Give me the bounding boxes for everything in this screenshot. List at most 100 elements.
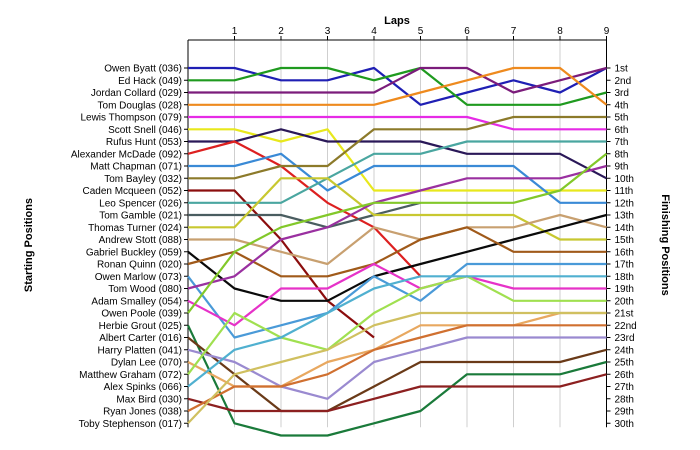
starting-position-label: Alex Spinks (066) <box>104 382 182 393</box>
finishing-position-label: 15th <box>615 235 634 246</box>
series-line <box>188 213 607 266</box>
series-line <box>187 336 607 400</box>
series-line <box>187 275 607 388</box>
x-tick-label: 8 <box>557 26 563 37</box>
finishing-position-label: 7th <box>615 137 629 148</box>
finishing-position-label: 29th <box>615 407 634 418</box>
series-line <box>187 226 607 278</box>
series-line <box>187 262 607 327</box>
finishing-position-label: 10th <box>615 174 634 185</box>
starting-position-label: Lewis Thompson (079) <box>80 113 182 124</box>
starting-position-label: Tom Bayley (032) <box>104 174 182 185</box>
series-line <box>188 128 608 180</box>
y-axis-label-left: Starting Positions <box>23 198 35 292</box>
series-line <box>188 128 607 192</box>
starting-position-label: Jordan Collard (029) <box>91 88 182 99</box>
finishing-position-label: 11th <box>615 186 634 197</box>
x-tick-label: 4 <box>371 26 377 37</box>
x-tick-label: 2 <box>278 26 284 37</box>
finishing-position-label: 25th <box>615 358 634 369</box>
finishing-position-label: 19th <box>615 284 634 295</box>
starting-position-label: Toby Stephenson (017) <box>79 419 182 430</box>
starting-position-label: Andrew Stott (088) <box>99 235 182 246</box>
starting-position-label: Tom Gamble (021) <box>99 211 182 222</box>
starting-position-label: Owen Marlow (073) <box>95 272 182 283</box>
starting-position-label: Caden Mcqueen (052) <box>82 186 182 197</box>
finishing-position-label: 24th <box>615 345 634 356</box>
x-tick-label: 9 <box>604 26 610 37</box>
finishing-position-label: 1st <box>615 64 629 75</box>
starting-position-label: Owen Poole (039) <box>101 309 182 320</box>
starting-position-label: Herbie Grout (025) <box>99 321 182 332</box>
series-line <box>188 66 607 94</box>
finishing-position-label: 14th <box>615 223 634 234</box>
x-tick-label: 7 <box>511 26 517 37</box>
finishing-position-label: 22nd <box>615 321 637 332</box>
starting-position-label: Ryan Jones (038) <box>103 407 182 418</box>
series-line <box>187 311 607 425</box>
series-line <box>187 164 607 290</box>
starting-position-labels: Owen Byatt (036)Ed Hack (049)Jordan Coll… <box>71 64 182 430</box>
finishing-position-label: 9th <box>615 162 629 173</box>
x-tick-label: 5 <box>418 26 424 37</box>
series-lines <box>187 66 608 437</box>
finishing-position-label: 16th <box>615 247 634 258</box>
starting-position-label: Matthew Graham (072) <box>79 370 182 381</box>
starting-position-label: Harry Platten (041) <box>98 345 182 356</box>
series-line <box>187 152 608 314</box>
finishing-position-label: 20th <box>615 296 634 307</box>
finishing-position-label: 13th <box>615 211 634 222</box>
starting-position-label: Gabriel Buckley (059) <box>86 247 182 258</box>
starting-position-label: Scott Snell (046) <box>108 125 182 136</box>
chart-title: Laps <box>384 15 410 27</box>
x-tick-label: 6 <box>464 26 470 37</box>
series-line <box>187 324 607 412</box>
starting-position-label: Alexander McDade (092) <box>71 149 182 160</box>
starting-position-label: Tom Douglas (028) <box>98 100 182 111</box>
finishing-position-label: 5th <box>615 113 629 124</box>
finishing-position-label: 26th <box>615 370 634 381</box>
series-line <box>188 66 607 106</box>
finishing-position-label: 17th <box>615 260 634 271</box>
x-tick-label: 1 <box>232 26 238 37</box>
series-line <box>188 66 608 106</box>
finishing-position-label: 12th <box>615 198 634 209</box>
finishing-position-label: 23rd <box>615 333 635 344</box>
starting-position-label: Rufus Hunt (053) <box>106 137 182 148</box>
lap-tick-labels: 1 2 3 4 5 6 7 8 9 <box>232 26 610 37</box>
series-line <box>187 275 607 375</box>
starting-position-label: Leo Spencer (026) <box>99 198 182 209</box>
series-line <box>187 324 607 437</box>
finishing-position-label: 4th <box>615 100 629 111</box>
starting-position-label: Tom Wood (080) <box>108 284 182 295</box>
finishing-position-label: 27th <box>615 382 634 393</box>
finishing-position-label: 6th <box>615 125 629 136</box>
finishing-position-label: 28th <box>615 394 634 405</box>
series-line <box>187 213 607 302</box>
starting-position-label: Max Bird (030) <box>116 394 182 405</box>
series-line <box>188 152 607 204</box>
finishing-position-label: 3rd <box>615 88 629 99</box>
series-line <box>187 336 607 413</box>
starting-position-label: Thomas Turner (024) <box>88 223 182 234</box>
finishing-position-label: 2nd <box>615 76 632 87</box>
series-line <box>187 373 607 413</box>
starting-position-label: Matt Chapman (071) <box>90 162 182 173</box>
series-line <box>188 115 607 180</box>
series-line <box>188 115 607 131</box>
finishing-position-label: 18th <box>615 272 634 283</box>
series-line <box>188 177 607 241</box>
finishing-position-label: 21st <box>615 309 634 320</box>
y-axis-label-right: Finishing Positions <box>659 194 671 295</box>
series-line <box>187 262 607 339</box>
starting-position-label: Dylan Lee (070) <box>111 358 182 369</box>
starting-position-label: Ronan Quinn (020) <box>97 260 182 271</box>
starting-position-label: Adam Smalley (054) <box>91 296 182 307</box>
starting-position-label: Owen Byatt (036) <box>104 64 182 75</box>
series-line <box>187 140 422 278</box>
x-tick-label: 3 <box>325 26 331 37</box>
starting-position-label: Albert Carter (016) <box>99 333 182 344</box>
